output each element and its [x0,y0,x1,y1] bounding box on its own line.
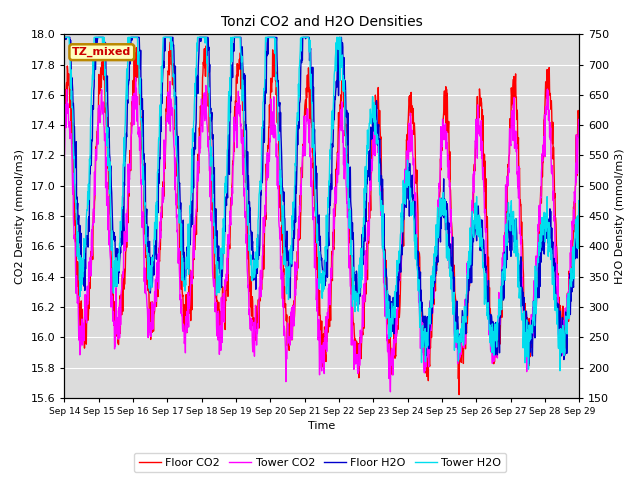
Tower H2O [175,206,183,212]
Tower CO2 [61,154,68,159]
Title: Tonzi CO2 and H2O Densities: Tonzi CO2 and H2O Densities [221,15,423,29]
Tower H2O [61,35,68,40]
Floor CO2 [233,81,241,86]
Line: Floor H2O: Floor H2O [65,37,579,363]
Tower H2O [515,284,522,290]
Line: Tower CO2: Tower CO2 [65,78,579,392]
Legend: Floor CO2, Tower CO2, Floor H2O, Tower H2O: Floor CO2, Tower CO2, Floor H2O, Tower H… [134,453,506,472]
Floor H2O [163,35,170,40]
Tower H2O [401,201,409,207]
Tower CO2 [233,145,241,151]
Floor CO2 [61,89,68,95]
Floor CO2 [575,109,583,115]
Floor H2O [515,270,522,276]
Tower CO2 [387,389,394,395]
Tower CO2 [132,75,140,81]
Tower H2O [469,230,477,236]
Tower H2O [233,35,241,40]
Tower H2O [556,368,564,373]
Tower CO2 [515,192,523,198]
Floor H2O [401,204,409,209]
Floor H2O [175,179,183,184]
Floor CO2 [166,39,174,45]
Floor H2O [469,243,477,249]
Floor CO2 [515,175,523,180]
Line: Floor CO2: Floor CO2 [65,42,579,395]
Floor H2O [525,360,533,366]
Tower CO2 [575,119,583,124]
Tower H2O [575,219,583,225]
Floor CO2 [455,392,463,397]
Line: Tower H2O: Tower H2O [65,37,579,371]
Text: TZ_mixed: TZ_mixed [72,47,131,57]
Floor H2O [575,208,583,214]
X-axis label: Time: Time [308,421,335,432]
Floor H2O [61,35,68,40]
Y-axis label: CO2 Density (mmol/m3): CO2 Density (mmol/m3) [15,149,25,284]
Floor CO2 [163,108,170,114]
Tower CO2 [403,177,410,183]
Tower CO2 [163,112,171,118]
Tower CO2 [470,171,477,177]
Tower CO2 [175,265,183,271]
Tower H2O [163,35,170,40]
Floor H2O [233,35,241,40]
Floor CO2 [402,171,410,177]
Y-axis label: H2O Density (mmol/m3): H2O Density (mmol/m3) [615,148,625,284]
Floor CO2 [175,223,183,228]
Floor CO2 [470,204,477,210]
